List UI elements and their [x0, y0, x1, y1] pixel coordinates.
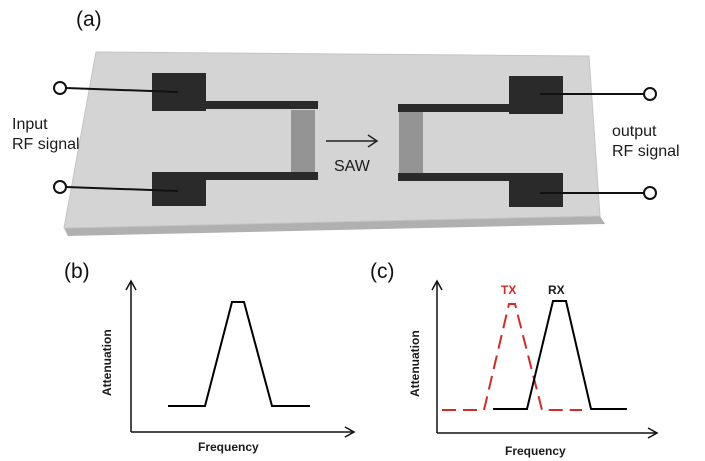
panel-c-x-arrowhead — [647, 427, 659, 439]
panel-c-tx-label: TX — [501, 283, 516, 297]
panel-c-rx-label: RX — [548, 283, 565, 297]
panel-c-y-arrowhead — [431, 279, 443, 291]
output-label-line1: output — [612, 123, 657, 140]
panel-b-x-axis-label: Frequency — [198, 440, 259, 454]
panel-c-x-axis-label: Frequency — [505, 444, 566, 458]
input-label-line1: Input — [12, 116, 48, 133]
panel-c-y-axis-label: Attenuation — [408, 330, 422, 397]
input-lead-top — [65, 87, 179, 93]
output-bus-top — [398, 104, 511, 112]
input-bus-bottom — [204, 172, 318, 180]
output-bus-bottom — [398, 173, 511, 181]
input-terminal-bottom — [53, 180, 67, 194]
input-pad-bottom — [152, 172, 206, 206]
panel-b-passband-curve — [168, 301, 310, 407]
input-label-line2: RF signal — [12, 136, 80, 153]
saw-arrow — [326, 134, 379, 148]
output-pad-bottom — [509, 173, 563, 207]
input-terminal-top — [53, 81, 67, 95]
input-lead-bottom — [65, 186, 179, 192]
input-terminals — [53, 81, 179, 194]
panel-b-y-axis-label: Attenuation — [100, 329, 114, 396]
panel-c-tx-curve — [442, 303, 582, 411]
panel-b-axes — [125, 279, 356, 438]
panel-b-x-arrowhead — [344, 426, 356, 438]
saw-device: SAW — [63, 51, 605, 236]
input-idt-fingers — [291, 110, 315, 172]
output-label-line2: RF signal — [612, 143, 680, 160]
input-bus-top — [204, 101, 318, 109]
output-terminal-top — [643, 87, 657, 101]
output-terminal-bottom — [643, 186, 657, 200]
saw-label: SAW — [334, 158, 371, 175]
panel-a-label: (a) — [76, 8, 102, 31]
panel-b-y-arrowhead — [125, 279, 137, 291]
panel-c-label: (c) — [370, 260, 395, 283]
output-terminals — [540, 87, 657, 200]
panel-b-label: (b) — [64, 260, 90, 283]
panel-c-axes — [431, 279, 659, 439]
panel-c-rx-curve — [493, 300, 627, 410]
output-idt-fingers — [399, 112, 423, 173]
input-transducer — [152, 73, 318, 206]
substrate-edge — [64, 216, 605, 236]
